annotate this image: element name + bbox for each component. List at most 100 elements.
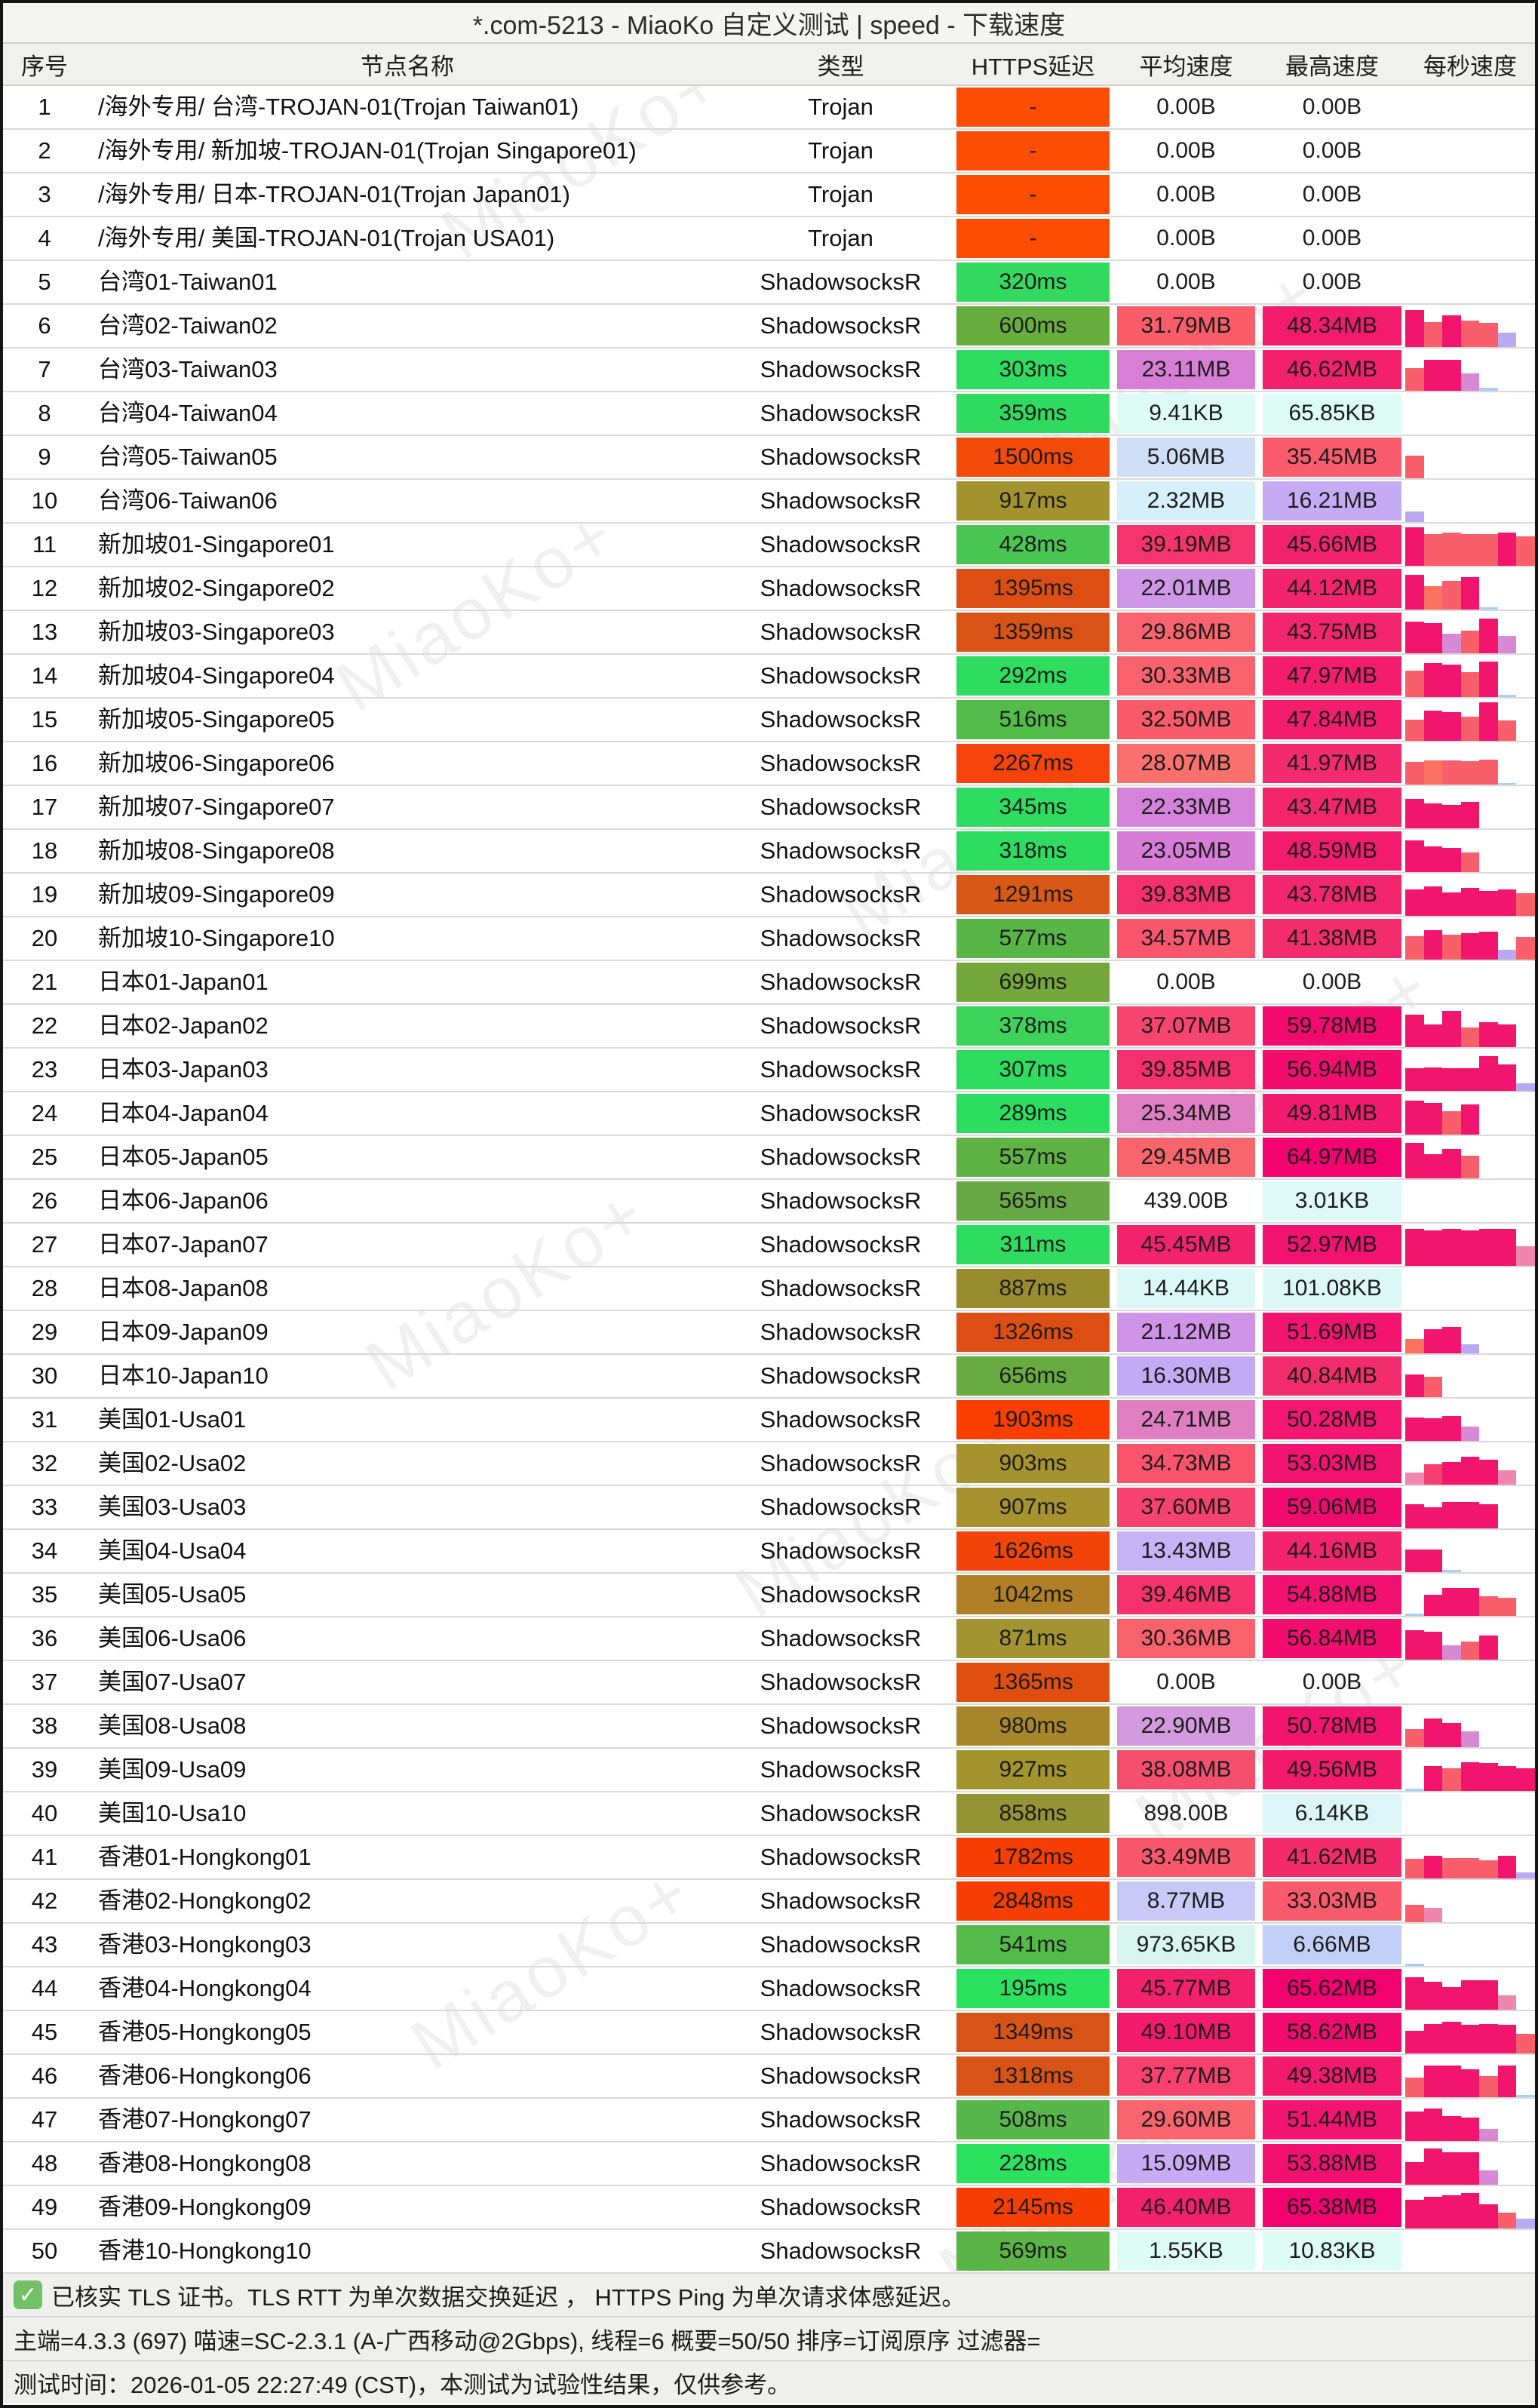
max-speed-cell: 0.00B [1302,94,1362,119]
per-second-speed-chart [1405,1880,1535,1922]
max-speed-cell: 52.97MB [1259,1224,1405,1266]
table-row: 22 日本02-Japan02 ShadowsocksR 378ms 37.07… [3,1005,1535,1049]
speed-bar [1405,799,1424,828]
speed-bar [1405,1630,1424,1660]
speed-bar [1479,607,1498,610]
row-index: 26 [31,1187,58,1214]
node-type: ShadowsocksR [760,575,922,601]
speed-bar [1442,2066,1461,2097]
avg-speed-cell: 32.50MB [1113,699,1259,741]
speed-bar [1423,930,1442,960]
node-name: 香港09-Hongkong09 [98,2194,312,2220]
max-speed-cell: 43.75MB [1259,611,1405,653]
speed-bar [1479,2076,1498,2097]
speed-bar [1497,1228,1516,1266]
table-row: 11 新加坡01-Singapore01 ShadowsocksR 428ms … [3,524,1535,567]
node-name: /海外专用/ 日本-TROJAN-01(Trojan Japan01) [98,181,570,207]
row-index: 47 [31,2106,58,2133]
row-index: 36 [31,1625,58,1651]
speed-bar [1460,888,1479,916]
speed-bar [1460,2192,1479,2228]
https-latency-cell: 1291ms [953,874,1113,916]
avg-speed-cell: 37.60MB [1113,1486,1259,1528]
https-latency-cell: 858ms [953,1792,1113,1835]
node-type: ShadowsocksR [760,2150,922,2176]
per-second-speed-chart [1405,1705,1535,1747]
speed-bar [1497,636,1516,653]
https-latency-cell: 887ms [953,1267,1113,1310]
speed-bar [1405,622,1424,653]
https-latency-cell: 600ms [953,305,1113,347]
max-speed-cell: 41.38MB [1259,917,1405,960]
per-second-speed-chart [1405,1967,1535,2010]
table-row: 19 新加坡09-Singapore09 ShadowsocksR 1291ms… [3,874,1535,917]
speed-bar [1405,1859,1424,1878]
speed-bar [1442,1645,1461,1660]
speed-bar [1479,1763,1498,1791]
max-speed-cell: 65.38MB [1259,2186,1405,2228]
speed-bar [1405,1228,1424,1266]
max-speed-cell: 44.12MB [1259,567,1405,610]
table-row: 25 日本05-Japan05 ShadowsocksR 557ms 29.45… [3,1136,1535,1180]
node-type: ShadowsocksR [760,2238,922,2264]
node-name: 日本03-Japan03 [98,1056,269,1083]
speed-bar [1405,1100,1424,1135]
speed-bar [1423,662,1442,697]
row-index: 32 [31,1450,58,1476]
node-name: 新加坡01-Singapore01 [98,531,335,557]
speed-bar [1405,1614,1424,1616]
avg-speed-cell: 0.00B [1156,969,1216,994]
node-name: 香港04-Hongkong04 [98,1975,312,2001]
row-index: 8 [38,400,51,426]
speed-bar [1442,1570,1461,1572]
node-name: 新加坡04-Singapore04 [98,662,335,689]
speed-bar [1479,2128,1498,2141]
max-speed-cell: 51.44MB [1259,2099,1405,2141]
max-speed-cell: 54.88MB [1259,1574,1405,1616]
avg-speed-cell: 34.57MB [1113,917,1259,960]
row-index: 7 [38,356,51,382]
per-second-speed-chart [1405,2186,1535,2228]
speed-bar [1442,712,1461,741]
table-row: 27 日本07-Japan07 ShadowsocksR 311ms 45.45… [3,1224,1535,1267]
speed-bar [1405,889,1424,916]
speed-bar [1479,1980,1498,2010]
speed-bar [1479,322,1498,347]
avg-speed-cell: 9.41KB [1113,392,1259,435]
speed-bar [1442,847,1461,872]
speed-bar [1405,2031,1424,2053]
row-index: 1 [38,94,51,120]
avg-speed-cell: 31.79MB [1113,305,1259,347]
table-row: 4 /海外专用/ 美国-TROJAN-01(Trojan USA01) Troj… [3,217,1535,261]
https-latency-cell: - [953,174,1113,216]
footer-meta-text: 主端=4.3.3 (697) 喵速=SC-2.3.1 (A-广西移动@2Gbps… [14,2327,1041,2354]
speed-bar [1423,1595,1442,1616]
speed-bar [1442,360,1461,391]
speed-bar [1405,511,1424,522]
speed-bar [1423,623,1442,653]
row-index: 33 [31,1494,58,1520]
speed-bar [1405,1977,1424,2010]
max-speed-cell: 3.01KB [1259,1180,1405,1222]
node-name: /海外专用/ 美国-TROJAN-01(Trojan USA01) [98,225,555,251]
max-speed-cell: 41.97MB [1259,742,1405,785]
node-type: ShadowsocksR [760,1537,922,1564]
https-latency-cell: 1782ms [953,1836,1113,1878]
max-speed-cell: 46.62MB [1259,349,1405,391]
max-speed-cell: 65.62MB [1259,1967,1405,2010]
row-index: 21 [31,969,58,995]
node-type: ShadowsocksR [760,1712,922,1739]
max-speed-cell: 0.00B [1302,1669,1362,1694]
col-header-type: 类型 [817,53,864,80]
col-header-index: 序号 [21,53,68,80]
https-latency-cell: 1326ms [953,1311,1113,1353]
node-name: 日本06-Japan06 [98,1187,269,1214]
max-speed-cell: 49.81MB [1259,1092,1405,1135]
https-latency-cell: 303ms [953,349,1113,391]
row-index: 4 [38,225,51,251]
speed-bar [1460,760,1479,785]
https-latency-cell: 1349ms [953,2011,1113,2053]
node-type: ShadowsocksR [760,1362,922,1389]
table-row: 33 美国03-Usa03 ShadowsocksR 907ms 37.60MB… [3,1486,1535,1530]
per-second-speed-chart [1405,1749,1535,1791]
